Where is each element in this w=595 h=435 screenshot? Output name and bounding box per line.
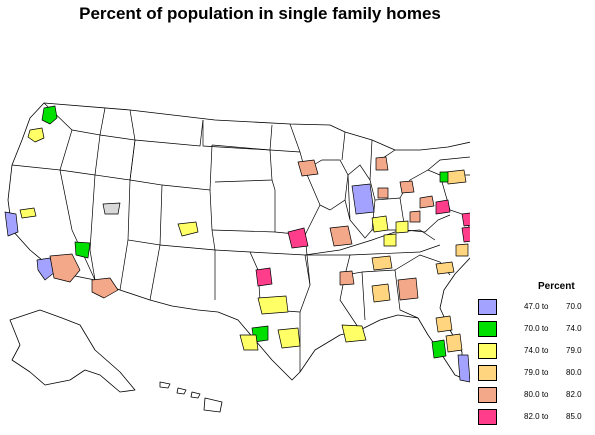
legend-range-end-6: 85.0	[566, 412, 582, 421]
hawaii-outline	[159, 381, 223, 413]
alaska-outline	[9, 309, 136, 393]
legend-range-end-4: 80.0	[566, 368, 582, 377]
metro-dallas	[257, 295, 289, 315]
legend-swatch-2	[478, 321, 497, 337]
metro-tampa	[431, 339, 447, 359]
map-title: Percent of population in single family h…	[79, 4, 441, 23]
metro-cincinnati	[395, 220, 409, 234]
metro-kansas-city	[287, 227, 309, 249]
metro-salt-lake-city	[102, 202, 121, 215]
metro-charlotte	[435, 261, 455, 275]
legend-row-5: 80.0 to 82.0	[470, 387, 590, 407]
metro-los-angeles	[36, 257, 56, 281]
metro-chicago	[351, 183, 375, 215]
metro-memphis	[339, 270, 355, 286]
legend-range-5: 80.0 to	[524, 390, 549, 399]
metro-baltimore	[461, 212, 470, 227]
metro-st-louis	[329, 225, 353, 247]
metro-seattle	[41, 105, 58, 125]
legend-swatch-6	[478, 409, 497, 425]
legend-range-end-2: 74.0	[566, 324, 582, 333]
metro-houston	[277, 327, 301, 349]
state-boundaries	[7, 102, 470, 413]
metro-new-orleans	[341, 324, 367, 343]
metro-washington	[461, 226, 470, 243]
legend-range-1: 47.0 to	[524, 302, 549, 311]
metro-milwaukee	[375, 156, 389, 171]
legend-row-2: 70.0 to 74.0	[470, 321, 590, 341]
legend-range-3: 74.0 to	[524, 346, 549, 355]
metro-cleveland	[419, 195, 435, 209]
metro-louisville	[383, 233, 397, 247]
legend-range-end-1: 70.0	[566, 302, 582, 311]
legend-title: Percent	[538, 281, 575, 292]
metro-orlando	[445, 333, 463, 353]
metro-indianapolis	[371, 215, 389, 233]
metro-buffalo	[445, 169, 467, 185]
metro-jacksonville	[435, 315, 453, 333]
metro-san-francisco	[4, 211, 19, 237]
metro-miami	[457, 354, 470, 383]
metro-detroit	[399, 180, 415, 194]
metro-raleigh	[455, 243, 469, 257]
metro-areas	[4, 105, 470, 383]
legend-range-2: 70.0 to	[524, 324, 549, 333]
metro-portland	[27, 127, 45, 143]
metro-atlanta	[397, 277, 419, 301]
metro-minneapolis	[297, 159, 319, 177]
legend-row-1: 47.0 to 70.0	[470, 299, 590, 319]
metro-tucson	[91, 277, 119, 299]
metro-denver	[177, 221, 199, 237]
legend-row-6: 82.0 to 85.0	[470, 409, 590, 429]
metro-grand-rapids	[377, 187, 389, 199]
metro-sacramento	[19, 207, 37, 219]
metro-rochester	[439, 171, 449, 183]
metro-oklahoma-city	[255, 267, 273, 287]
metro-phoenix	[49, 253, 81, 283]
legend-range-6: 82.0 to	[524, 412, 549, 421]
legend-row-4: 79.0 to 80.0	[470, 365, 590, 385]
legend-swatch-5	[478, 387, 497, 403]
metro-las-vegas	[74, 241, 91, 259]
legend-range-4: 79.0 to	[524, 368, 549, 377]
legend-range-end-5: 82.0	[566, 390, 582, 399]
legend-range-end-3: 79.0	[566, 346, 582, 355]
us-map	[4, 102, 470, 413]
metro-birmingham	[371, 283, 391, 303]
metro-pittsburgh	[435, 199, 451, 215]
legend: Percent 47.0 to 70.0 70.0 to 74.0 74.0 t…	[470, 281, 590, 431]
legend-swatch-3	[478, 343, 497, 359]
legend-swatch-4	[478, 365, 497, 381]
metro-san-antonio	[239, 334, 259, 351]
legend-swatch-1	[478, 299, 497, 315]
metro-columbus	[409, 210, 421, 223]
metro-nashville	[371, 255, 393, 271]
legend-row-3: 74.0 to 79.0	[470, 343, 590, 363]
